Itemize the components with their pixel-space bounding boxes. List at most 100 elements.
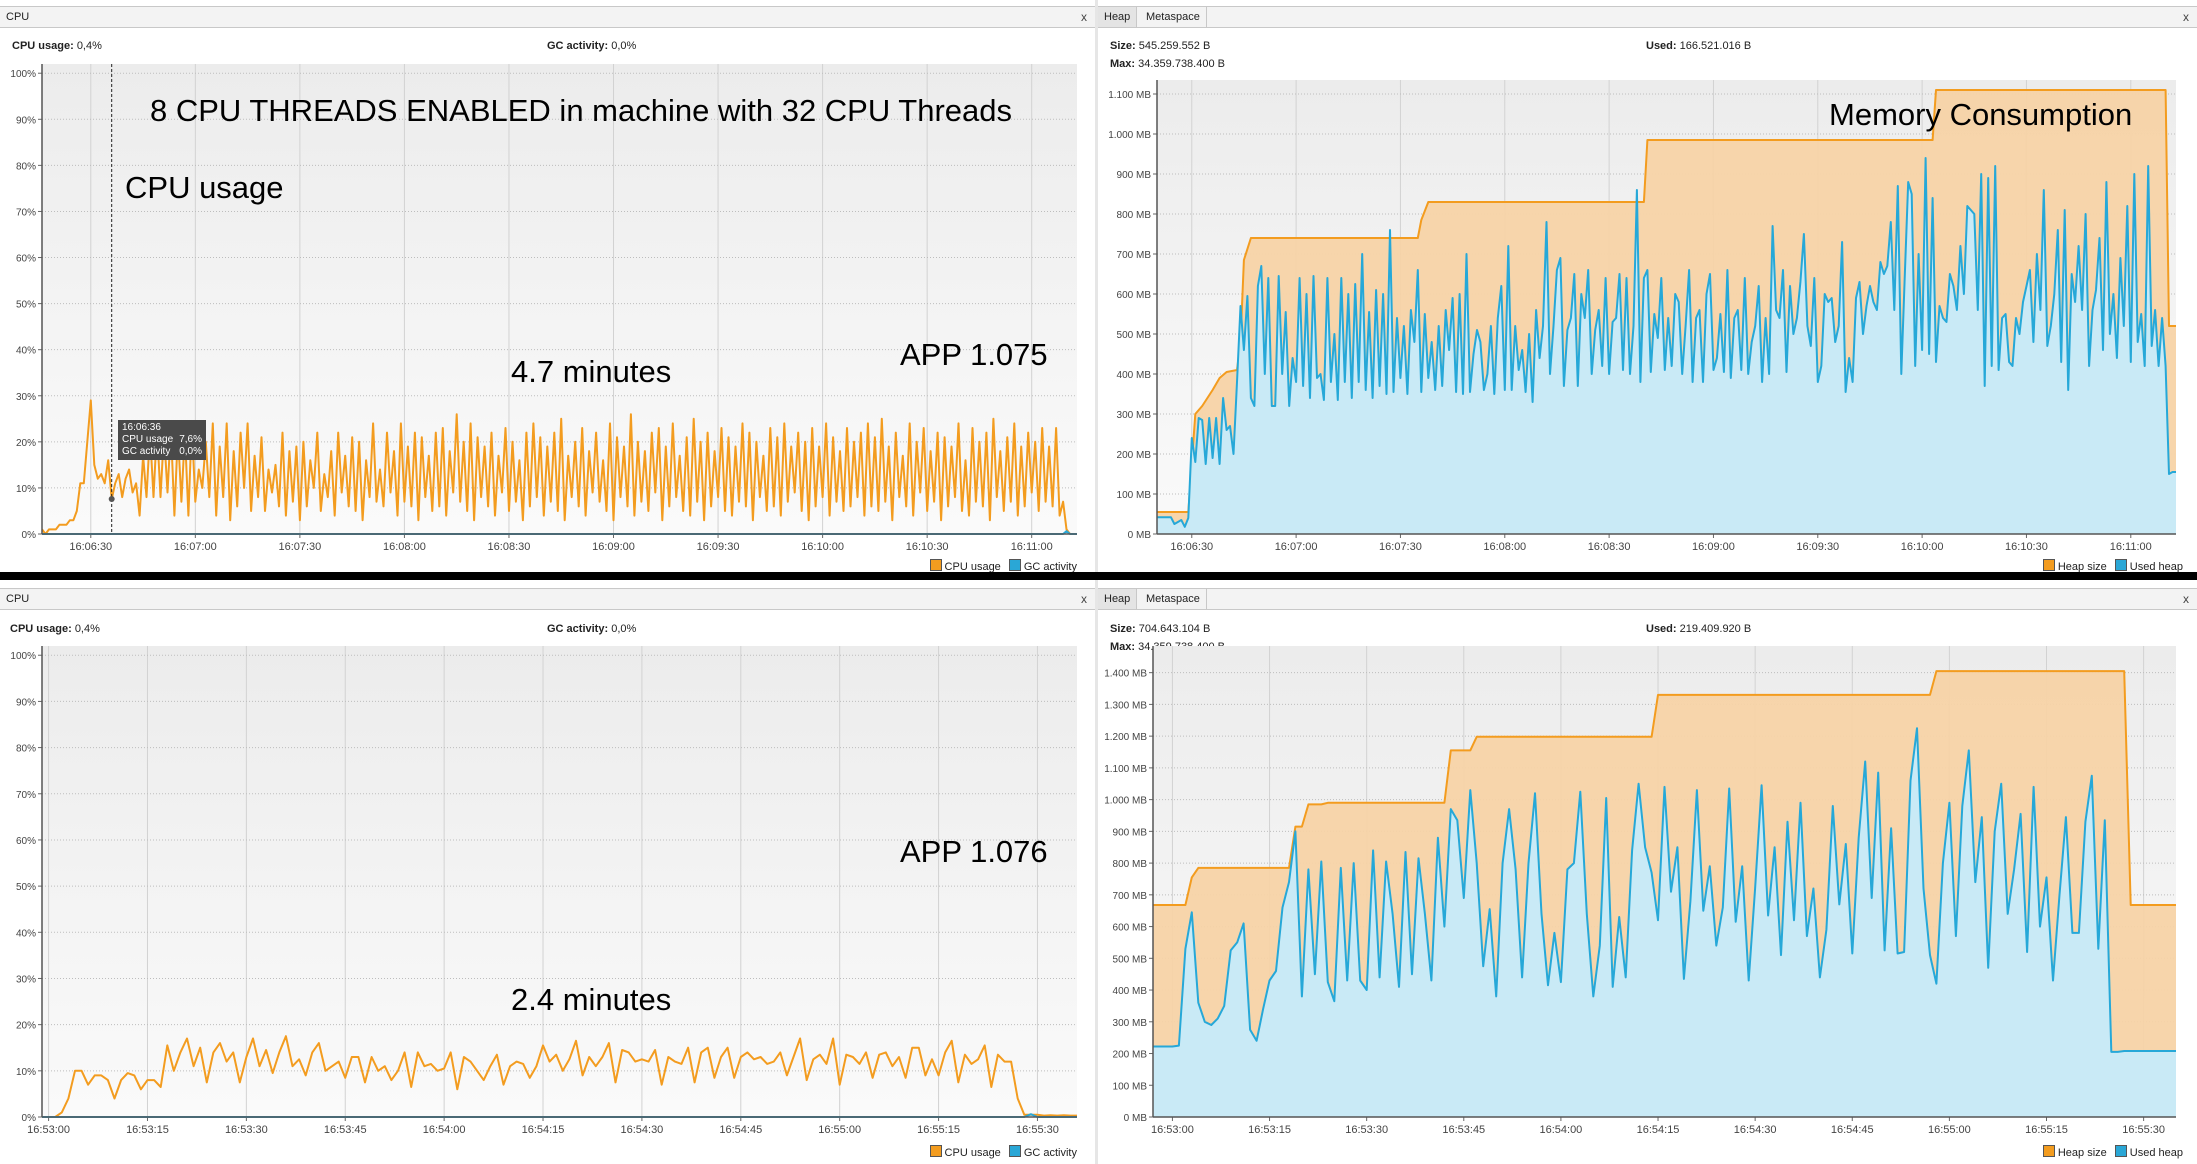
y-tick-label: 800 MB [1117, 210, 1152, 221]
max-value: 34.359.738.400 B [1138, 58, 1225, 70]
legend-swatch [929, 1145, 942, 1157]
legend-item-heap-size: Heap size [2042, 559, 2107, 573]
y-tick-label: 100% [10, 651, 36, 662]
x-tick-label: 16:10:30 [2005, 541, 2048, 553]
series-line-heap-size [1153, 670, 2176, 906]
tab-heap[interactable]: Heap [1098, 7, 1138, 27]
y-tick-label: 700 MB [1117, 250, 1152, 261]
y-tick-label: 1.300 MB [1104, 700, 1147, 711]
close-icon[interactable]: x [2183, 10, 2189, 24]
cpu-usage-stat: CPU usage: 0,4% [10, 623, 100, 635]
series-line-used-heap [1157, 157, 2176, 528]
x-tick-label: 16:54:00 [1539, 1124, 1582, 1136]
x-tick-label: 16:55:30 [1016, 1124, 1059, 1136]
tooltip-value: 0,0% [179, 446, 202, 457]
heap-max-stat: Max: 34.359.738.400 B [1110, 58, 1225, 70]
x-tick-label: 16:53:00 [1151, 1124, 1194, 1136]
size-label: Size: [1110, 40, 1136, 52]
tooltip-gc-row: GC activity 0,0% [122, 446, 202, 458]
tooltip-value: 7,6% [179, 434, 202, 445]
x-tick-label: 16:54:45 [719, 1124, 762, 1136]
x-tick-label: 16:53:45 [324, 1124, 367, 1136]
y-tick-label: 300 MB [1117, 410, 1152, 421]
heap-panel-header: Heap Metaspace x [1098, 6, 2197, 28]
annotation-memory: Memory Consumption [1829, 97, 2133, 132]
legend-swatch [929, 559, 942, 571]
cpu-usage-label: CPU usage: [10, 623, 72, 635]
y-tick-label: 700 MB [1113, 891, 1148, 902]
gc-activity-stat: GC activity: 0,0% [547, 40, 636, 52]
tab-metaspace[interactable]: Metaspace [1140, 589, 1207, 609]
used-value: 219.409.920 B [1679, 623, 1752, 635]
legend-item-gc-activity: GC activity [1008, 1145, 1077, 1159]
series-line-cpu-usage [41, 399, 1071, 535]
y-tick-label: 300 MB [1113, 1018, 1148, 1029]
y-tick-label: 400 MB [1117, 370, 1152, 381]
tab-heap[interactable]: Heap [1098, 589, 1138, 609]
y-tick-label: 600 MB [1113, 923, 1148, 934]
x-tick-label: 16:11:00 [1011, 541, 1053, 553]
annotation-duration-top: 4.7 minutes [511, 354, 672, 389]
legend-swatch [2042, 1145, 2055, 1157]
tab-metaspace[interactable]: Metaspace [1140, 7, 1207, 27]
y-tick-label: 80% [16, 161, 36, 172]
chart-cpu_top: 16:06:30 16:07:00 16:07:30 16:08:00 16:08:30… [10, 64, 1077, 553]
y-tick-label: 90% [16, 697, 36, 708]
heap-size-stat: Size: 545.259.552 B [1110, 40, 1210, 52]
x-tick-label: 16:09:30 [1796, 541, 1839, 553]
y-tick-label: 40% [16, 928, 36, 939]
y-tick-label: 60% [16, 254, 36, 265]
y-tick-label: 30% [16, 974, 36, 985]
x-tick-label: 16:08:30 [488, 541, 531, 553]
y-tick-label: 500 MB [1117, 330, 1152, 341]
divider [0, 572, 2197, 580]
y-tick-label: 100 MB [1117, 490, 1152, 501]
used-label: Used: [1646, 623, 1677, 635]
x-tick-label: 16:08:30 [1588, 541, 1631, 553]
x-tick-label: 16:07:30 [1379, 541, 1422, 553]
x-tick-label: 16:54:45 [1831, 1124, 1874, 1136]
y-tick-label: 1.100 MB [1108, 90, 1151, 101]
x-tick-label: 16:10:00 [801, 541, 844, 553]
legend-item-gc-activity: GC activity [1008, 559, 1077, 573]
x-tick-label: 16:54:30 [620, 1124, 663, 1136]
gc-activity-value: 0,0% [611, 623, 637, 635]
max-label: Max: [1110, 58, 1136, 70]
y-tick-label: 70% [16, 790, 36, 801]
x-tick-label: 16:55:00 [818, 1124, 861, 1136]
x-tick-label: 16:07:00 [1275, 541, 1318, 553]
y-tick-label: 100 MB [1113, 1081, 1148, 1092]
y-tick-label: 1.200 MB [1104, 732, 1147, 743]
y-tick-label: 40% [16, 346, 36, 357]
tooltip-label: GC activity [122, 446, 171, 457]
y-tick-label: 10% [16, 484, 36, 495]
close-icon[interactable]: x [2183, 592, 2189, 606]
heap-legend: Heap size Used heap [2042, 559, 2183, 573]
annotation-app-bottom: APP 1.076 [900, 834, 1048, 869]
close-icon[interactable]: x [1081, 10, 1087, 24]
x-tick-label: 16:08:00 [383, 541, 426, 553]
y-tick-label: 800 MB [1113, 859, 1148, 870]
panel-separator[interactable] [1095, 580, 1098, 1164]
panel-separator[interactable] [1095, 0, 1098, 572]
legend-item-cpu-usage: CPU usage [929, 1145, 1001, 1159]
x-tick-label: 16:54:30 [1734, 1124, 1777, 1136]
series-line-used-heap [1153, 727, 2176, 1053]
y-tick-label: 900 MB [1117, 170, 1152, 181]
cpu-panel-header: CPU x [0, 6, 1095, 28]
x-tick-label: 16:11:00 [2110, 541, 2152, 553]
x-tick-label: 16:53:15 [126, 1124, 169, 1136]
legend-label: CPU usage [944, 561, 1001, 573]
y-tick-label: 10% [16, 1067, 36, 1078]
legend-swatch [2042, 559, 2055, 571]
annotation-duration-bottom: 2.4 minutes [511, 982, 672, 1017]
series-line-heap-size [1157, 89, 2176, 513]
y-tick-label: 1.000 MB [1108, 130, 1151, 141]
close-icon[interactable]: x [1081, 592, 1087, 606]
y-tick-label: 0 MB [1124, 1113, 1148, 1124]
legend-label: GC activity [1023, 561, 1077, 573]
y-tick-label: 1.100 MB [1104, 764, 1147, 775]
heap-size-stat: Size: 704.643.104 B [1110, 623, 1210, 635]
size-value: 704.643.104 B [1138, 623, 1211, 635]
